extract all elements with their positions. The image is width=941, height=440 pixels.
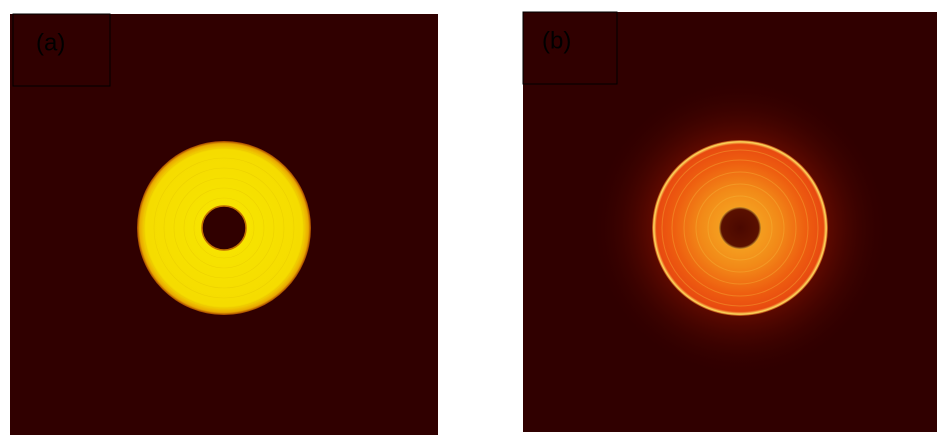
panel-a: (a) [10,14,438,435]
ring-hole [202,206,246,250]
page: (a) (b) (() => { const data = JSON.parse… [0,0,941,435]
panel-label: (b) [542,27,571,54]
panel-b: (b) [523,12,937,432]
figure: (a) (b) [0,0,941,435]
panel-label: (a) [36,29,65,56]
ring-hole [719,207,761,249]
